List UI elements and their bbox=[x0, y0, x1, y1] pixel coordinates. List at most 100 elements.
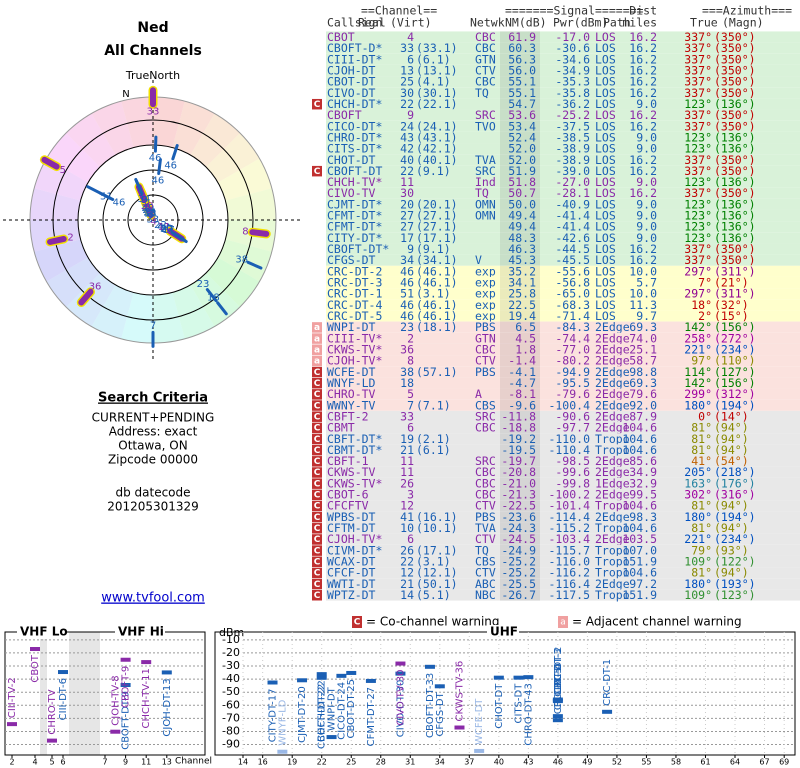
ring-tint bbox=[46, 257, 100, 307]
nm-column-shade bbox=[500, 31, 540, 43]
cell: LOS bbox=[595, 309, 616, 323]
flag-box bbox=[312, 322, 322, 333]
nm-column-shade bbox=[500, 388, 540, 400]
signal-marker bbox=[316, 672, 327, 677]
cell: 2Edge bbox=[595, 387, 630, 401]
cell: 97.2 bbox=[629, 577, 657, 591]
nm-column-shade bbox=[500, 399, 540, 411]
cell: 81° bbox=[691, 499, 712, 513]
cell: (33.1) bbox=[416, 41, 458, 55]
signal-label: WNPI-DT bbox=[327, 686, 338, 731]
row-background bbox=[326, 488, 800, 501]
legend: C = Co-channel warning a = Adjacent chan… bbox=[352, 615, 742, 629]
station-label: 38 bbox=[235, 255, 248, 266]
signal-label: CRC-DT-2 bbox=[553, 647, 564, 694]
cell: (350°) bbox=[714, 41, 756, 55]
signal-label: CIVO-DT-30 bbox=[395, 680, 406, 738]
cell: -19.5 bbox=[501, 443, 536, 457]
cell: exp bbox=[475, 287, 496, 301]
cell: 81° bbox=[691, 566, 712, 580]
cell: -19.7 bbox=[501, 454, 536, 468]
cell: CHRO-TV bbox=[327, 387, 376, 401]
row-background bbox=[326, 176, 800, 188]
flag-box bbox=[312, 344, 322, 355]
y-tick-label: -20 bbox=[222, 646, 240, 659]
x-tick-label: 61 bbox=[700, 758, 710, 767]
nm-column-shade bbox=[500, 455, 540, 467]
flag-box bbox=[312, 578, 322, 590]
signal-marker bbox=[120, 682, 131, 687]
cell: CFTM-DT bbox=[327, 521, 376, 535]
flag-box bbox=[312, 400, 322, 411]
nm-column-shade bbox=[500, 343, 540, 356]
signal-marker bbox=[454, 725, 465, 730]
cell: 97° bbox=[691, 354, 712, 368]
signal-marker bbox=[395, 661, 406, 666]
flag-box bbox=[312, 467, 322, 478]
signal-label: CFGS-DT bbox=[435, 691, 446, 736]
cell: 16.2 bbox=[629, 75, 657, 89]
flag: C bbox=[314, 535, 321, 545]
cell: 51 bbox=[400, 287, 414, 301]
cell: -26.7 bbox=[501, 588, 536, 602]
cell: CBC bbox=[475, 75, 496, 89]
flag: C bbox=[314, 558, 321, 568]
cell: SRC bbox=[475, 164, 496, 178]
cell: (10.1) bbox=[416, 521, 458, 535]
cell: (3.1) bbox=[416, 555, 451, 569]
cell: WNPI-DT bbox=[327, 320, 376, 334]
nm-column-shade bbox=[500, 288, 540, 300]
x-tick-label: 4 bbox=[32, 758, 37, 767]
cell: (122°) bbox=[714, 555, 756, 569]
cell: -115.7 bbox=[548, 543, 590, 557]
signal-label: CRC-DT-1 bbox=[602, 659, 613, 706]
cell: (136°) bbox=[714, 142, 756, 156]
nm-column-shade bbox=[500, 42, 540, 54]
signal-marker bbox=[474, 748, 485, 753]
cell: 16.2 bbox=[629, 30, 657, 44]
cell: WPTZ-DT bbox=[327, 588, 376, 602]
row-background bbox=[326, 198, 800, 210]
cell: PBS bbox=[475, 510, 496, 524]
signal-marker bbox=[7, 722, 17, 727]
cell: Tropo bbox=[595, 521, 630, 535]
cell: (350°) bbox=[714, 242, 756, 256]
flag-box bbox=[312, 523, 322, 534]
cell: (32°) bbox=[714, 298, 749, 312]
cell: (350°) bbox=[714, 52, 756, 66]
cell: -28.1 bbox=[555, 186, 590, 200]
cell: CBFT-2 bbox=[327, 409, 369, 423]
cell: -24.5 bbox=[501, 532, 536, 546]
cell: LOS bbox=[595, 63, 616, 77]
signal-marker bbox=[552, 714, 563, 719]
signal-label: CBOFT-9 bbox=[121, 666, 132, 708]
site-link[interactable]: www.tvfool.com bbox=[101, 591, 205, 606]
nm-column-shade bbox=[500, 232, 540, 244]
cell: 81° bbox=[691, 521, 712, 535]
signal-marker bbox=[277, 749, 288, 754]
cell: -55.6 bbox=[555, 264, 590, 278]
cell: 2Edge bbox=[595, 465, 630, 479]
cell: OMN bbox=[475, 197, 496, 211]
cell: 25.1 bbox=[629, 342, 657, 356]
x-tick-label: 52 bbox=[612, 758, 622, 767]
cell: -38.9 bbox=[555, 142, 590, 156]
cell: 42 bbox=[400, 142, 414, 156]
row-background bbox=[326, 254, 800, 266]
cell: Tropo bbox=[595, 432, 630, 446]
cell: CFGS-DT bbox=[327, 253, 376, 267]
cell: 2Edge bbox=[595, 376, 630, 390]
cell: WNYF-LD bbox=[327, 376, 376, 390]
cell: 107.0 bbox=[622, 543, 657, 557]
row-background bbox=[326, 288, 800, 300]
cell: -27.0 bbox=[555, 175, 590, 189]
nm-column-shade bbox=[500, 555, 540, 568]
cell: (24.1) bbox=[416, 119, 458, 133]
cell: 11 bbox=[400, 454, 414, 468]
cell: 50.0 bbox=[508, 197, 536, 211]
row-background bbox=[326, 299, 800, 311]
cell: LOS bbox=[595, 242, 616, 256]
cell: (350°) bbox=[714, 108, 756, 122]
cell: 104.6 bbox=[622, 443, 657, 457]
y-tick-label: -70 bbox=[222, 711, 240, 724]
